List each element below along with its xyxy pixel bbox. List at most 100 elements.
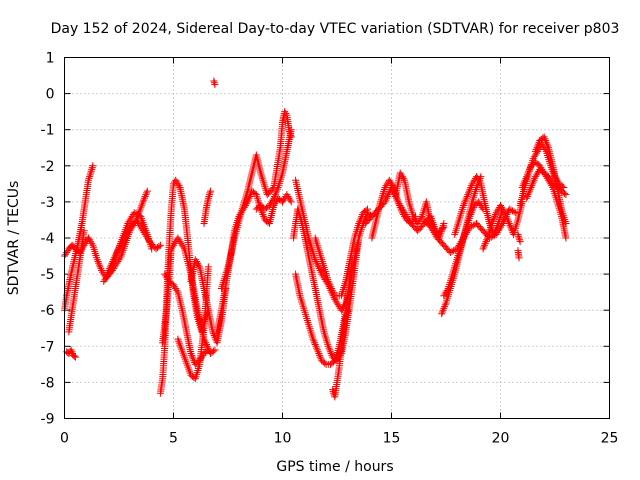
data-point xyxy=(124,220,132,228)
data-point xyxy=(86,173,94,181)
data-point xyxy=(272,189,280,197)
data-point xyxy=(500,207,508,215)
data-point xyxy=(562,220,570,228)
data-point xyxy=(542,173,550,181)
data-point xyxy=(540,169,548,177)
data-point xyxy=(192,257,200,265)
data-point xyxy=(110,265,118,273)
data-point xyxy=(483,236,491,244)
series-arc27 xyxy=(440,198,487,300)
data-point xyxy=(394,198,402,206)
data-point xyxy=(519,182,527,190)
series-arc3 xyxy=(63,346,79,361)
data-point xyxy=(173,178,181,186)
data-point xyxy=(440,304,448,312)
data-point xyxy=(382,182,390,190)
data-point xyxy=(259,211,267,219)
data-point xyxy=(210,77,218,85)
data-point xyxy=(448,248,456,256)
data-point xyxy=(97,265,105,273)
data-point xyxy=(188,351,196,359)
data-point xyxy=(431,230,439,238)
data-point xyxy=(321,359,329,367)
x-axis-label: GPS time / hours xyxy=(276,459,393,475)
data-point xyxy=(140,194,148,202)
data-point xyxy=(315,265,323,273)
series-arc28 xyxy=(451,173,507,238)
data-point xyxy=(95,259,103,267)
data-point xyxy=(318,270,326,278)
data-point xyxy=(126,227,134,235)
data-point xyxy=(388,180,395,188)
data-point xyxy=(438,308,446,316)
data-point xyxy=(467,211,475,219)
data-point xyxy=(271,191,279,199)
data-point xyxy=(326,281,334,289)
data-point xyxy=(466,212,474,220)
data-point xyxy=(70,352,78,360)
data-point xyxy=(126,216,134,224)
series-arc16 xyxy=(252,126,295,213)
data-point xyxy=(148,245,156,253)
data-point xyxy=(482,238,490,246)
data-point xyxy=(98,266,106,274)
data-point xyxy=(115,256,123,264)
data-point xyxy=(397,205,405,213)
data-point xyxy=(459,202,467,210)
data-point xyxy=(399,174,407,182)
data-point xyxy=(524,191,532,199)
data-point xyxy=(282,109,290,117)
data-point xyxy=(209,330,217,338)
data-point xyxy=(383,194,391,202)
data-point xyxy=(329,288,337,296)
data-point xyxy=(491,227,499,235)
data-point xyxy=(544,176,552,184)
data-point xyxy=(362,206,370,214)
series-arc35 xyxy=(531,133,570,228)
data-point xyxy=(332,297,340,305)
data-point xyxy=(542,138,550,146)
data-point xyxy=(462,196,470,204)
data-point xyxy=(463,192,471,200)
data-point xyxy=(499,205,507,213)
data-point xyxy=(171,283,179,291)
data-point xyxy=(532,171,540,179)
data-point xyxy=(211,346,219,354)
data-point xyxy=(441,301,449,309)
data-point xyxy=(529,178,537,186)
series-arc8 xyxy=(159,234,219,358)
data-point xyxy=(176,238,184,246)
data-point xyxy=(440,292,448,300)
data-point xyxy=(94,257,102,265)
data-point xyxy=(534,142,542,150)
data-point xyxy=(410,214,418,222)
data-point xyxy=(514,230,522,238)
data-point xyxy=(427,223,435,231)
data-point xyxy=(442,288,450,296)
data-point xyxy=(543,174,551,182)
data-point xyxy=(438,310,446,318)
data-point xyxy=(285,194,293,202)
data-point xyxy=(358,212,366,220)
data-point xyxy=(528,180,536,188)
data-point xyxy=(173,286,181,294)
data-point xyxy=(398,209,406,217)
y-tick-label: -8 xyxy=(41,375,55,391)
data-point xyxy=(502,211,510,219)
series-arc15 xyxy=(217,108,295,293)
plot-frame xyxy=(64,57,610,419)
data-point xyxy=(270,194,278,202)
data-point xyxy=(204,194,212,202)
data-point xyxy=(130,209,138,217)
data-point xyxy=(558,182,566,190)
data-point xyxy=(85,174,93,182)
data-point xyxy=(188,353,196,361)
data-point xyxy=(398,173,406,181)
data-point xyxy=(87,169,95,177)
y-tick-label: -5 xyxy=(41,267,55,283)
chart-title: Day 152 of 2024, Sidereal Day-to-day VTE… xyxy=(51,21,620,37)
data-point xyxy=(464,191,472,199)
data-point xyxy=(523,173,531,181)
data-point xyxy=(467,182,475,190)
